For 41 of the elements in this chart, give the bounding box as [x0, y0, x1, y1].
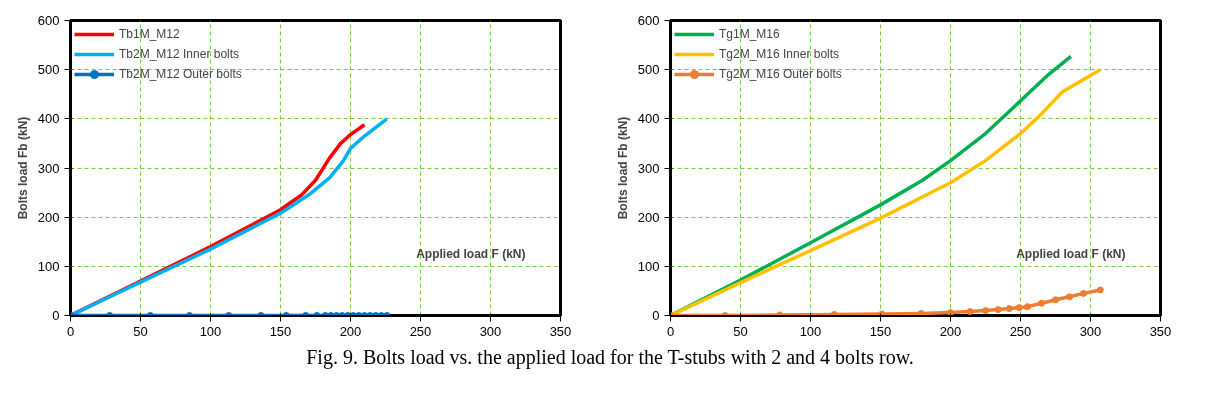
y-tick-label: 500: [37, 62, 60, 78]
legend-label: Tb2M_M12 Inner bolts: [119, 47, 240, 61]
y-tick-label: 600: [637, 13, 660, 28]
y-tick-label: 300: [637, 160, 660, 176]
y-tick-label: 100: [37, 258, 60, 274]
x-tick-label: 200: [339, 323, 362, 339]
x-tick-label: 0: [666, 323, 675, 339]
y-tick-label: 0: [652, 308, 660, 323]
x-axis-title: Applied load F (kN): [416, 246, 526, 261]
x-tick-label: 250: [409, 323, 432, 339]
x-tick-label: 50: [733, 323, 748, 339]
legend-label: Tg2M_M16 Inner bolts: [719, 47, 840, 61]
x-tick-label: 100: [199, 323, 222, 339]
y-axis-title: Bolts load Fb (kN): [615, 116, 630, 220]
x-tick-label: 350: [1149, 323, 1172, 339]
y-tick-label: 500: [637, 62, 660, 78]
x-tick-label: 300: [479, 323, 502, 339]
legend-label: Tg1M_M16: [719, 27, 780, 41]
y-tick-label: 600: [37, 13, 60, 28]
y-tick-label: 100: [637, 258, 660, 274]
x-tick-label: 150: [269, 323, 292, 339]
y-axis-title: Bolts load Fb (kN): [15, 116, 30, 220]
caption: Fig. 9. Bolts load vs. the applied load for the T-stubs with 2 and 4 bolts row.: [306, 345, 914, 371]
legend-label: Tb2M_M12 Outer bolts: [119, 67, 242, 81]
legend-label: Tg2M_M16 Outer bolts: [719, 67, 842, 81]
x-tick-label: 150: [869, 323, 892, 339]
legend-label: Tb1M_M12: [119, 27, 180, 41]
y-tick-label: 0: [52, 308, 60, 323]
x-tick-label: 100: [799, 323, 822, 339]
x-tick-label: 350: [549, 323, 572, 339]
y-tick-label: 200: [37, 209, 60, 225]
y-tick-label: 200: [637, 209, 660, 225]
y-tick-label: 400: [37, 111, 60, 127]
x-axis-title: Applied load F (kN): [1016, 246, 1126, 261]
y-tick-label: 400: [637, 111, 660, 127]
x-tick-label: 0: [66, 323, 75, 339]
x-tick-label: 300: [1079, 323, 1102, 339]
x-tick-label: 50: [133, 323, 148, 339]
x-tick-label: 250: [1009, 323, 1032, 339]
x-tick-label: 200: [939, 323, 962, 339]
y-tick-label: 300: [37, 160, 60, 176]
